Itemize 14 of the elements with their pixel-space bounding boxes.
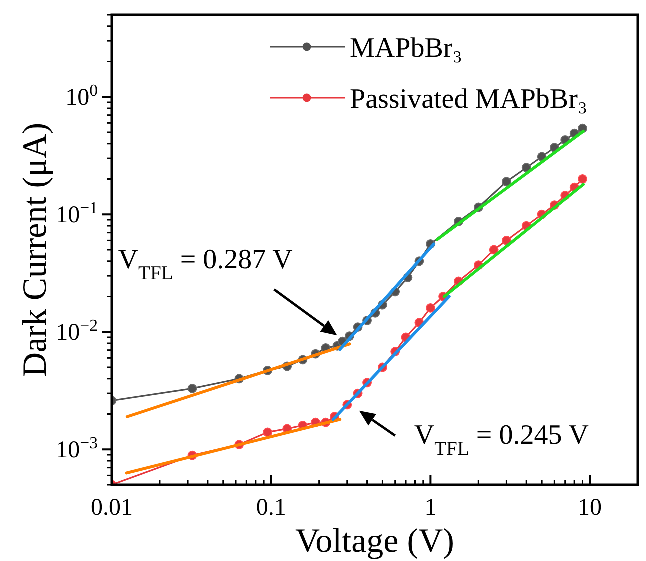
y-tick-label: 10$^{−2}$: [56, 316, 98, 346]
y-tick-label: 10$^{−3}$: [56, 433, 98, 464]
x-tick-label: 0.1: [256, 495, 286, 521]
legend-label: MAPbBr₃: [350, 33, 462, 64]
legend-label: Passivated MAPbBr₃: [350, 84, 588, 115]
x-tick-label: 1: [424, 495, 437, 521]
x-tick-label: 0.01: [91, 495, 133, 521]
y-tick-label: 10$^{0}$: [66, 80, 98, 112]
x-axis-title: Voltage (V): [296, 523, 454, 560]
y-axis-title: Dark Current (μA): [17, 122, 54, 378]
annotation: V$_{TFL}$ = 0.245 V: [414, 420, 589, 460]
x-tick-label: 10: [578, 495, 602, 521]
annotation: V$_{TFL}$ = 0.287 V: [118, 244, 293, 284]
y-tick-label: 10$^{−1}$: [56, 198, 98, 229]
